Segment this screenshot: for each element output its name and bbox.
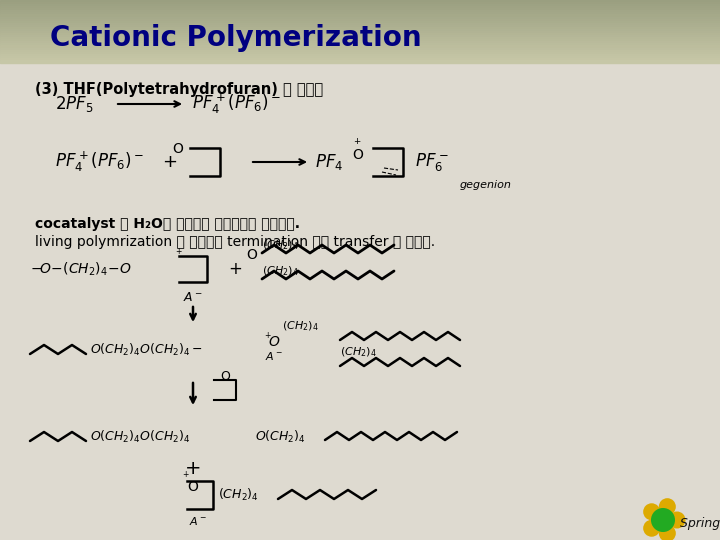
Bar: [0, 10, 720, 13]
Bar: [0, 58, 720, 60]
Bar: [0, 50, 720, 52]
Bar: [0, 17, 720, 19]
Bar: [0, 2, 720, 5]
Bar: [0, 42, 720, 44]
Bar: [0, 0, 720, 3]
Text: O: O: [220, 369, 230, 382]
Text: Spring 2004: Spring 2004: [680, 516, 720, 530]
Text: $^+$: $^+$: [174, 247, 184, 257]
Text: O: O: [246, 248, 257, 262]
Point: [662, 502, 673, 511]
Bar: [0, 29, 720, 31]
Text: $PF_4^+(PF_6)^-$: $PF_4^+(PF_6)^-$: [192, 92, 281, 116]
Point: [646, 524, 657, 532]
Bar: [0, 60, 720, 63]
Text: $A^-$: $A^-$: [265, 350, 283, 362]
Text: $O$: $O$: [268, 335, 280, 349]
Bar: [0, 43, 720, 46]
Text: cocatalyst 로 H₂O가 존재하면 중합속도를 증가시킼.: cocatalyst 로 H₂O가 존재하면 중합속도를 증가시킼.: [35, 217, 300, 231]
Bar: [0, 35, 720, 38]
Bar: [0, 52, 720, 54]
Bar: [0, 37, 720, 40]
Point: [671, 516, 683, 524]
Text: +: +: [228, 260, 242, 278]
Bar: [0, 48, 720, 50]
Bar: [0, 18, 720, 21]
Text: $O(CH_2)_4O(CH_2)_4$: $O(CH_2)_4O(CH_2)_4$: [90, 429, 190, 445]
Bar: [0, 54, 720, 56]
Bar: [0, 23, 720, 25]
Bar: [0, 56, 720, 58]
Text: O: O: [173, 142, 184, 156]
Bar: [0, 27, 720, 30]
Text: O: O: [352, 148, 363, 162]
Text: $(CH_2)_4$: $(CH_2)_4$: [262, 264, 299, 278]
Text: $(CH_2)_4$: $(CH_2)_4$: [340, 345, 377, 359]
Point: [646, 508, 657, 516]
Bar: [0, 15, 720, 17]
Text: $O(CH_2)_4O(CH_2)_4-$: $O(CH_2)_4O(CH_2)_4-$: [90, 342, 203, 358]
Text: $-\!O\!-\!(CH_2)_4\!-\!O$: $-\!O\!-\!(CH_2)_4\!-\!O$: [30, 260, 132, 278]
Text: Cationic Polymerization: Cationic Polymerization: [50, 24, 422, 52]
Bar: [0, 12, 720, 15]
Text: $(CH_2)_4$: $(CH_2)_4$: [282, 319, 319, 333]
Text: $PF_4^+(PF_6)^-$: $PF_4^+(PF_6)^-$: [55, 150, 144, 174]
Bar: [0, 33, 720, 36]
Bar: [0, 21, 720, 23]
Text: $^+$: $^+$: [263, 331, 272, 341]
Bar: [0, 39, 720, 42]
Point: [662, 529, 673, 538]
Bar: [0, 62, 720, 540]
Text: $A^-$: $A^-$: [183, 291, 203, 304]
Text: +: +: [162, 153, 177, 171]
Bar: [0, 45, 720, 48]
Text: gegenion: gegenion: [460, 180, 512, 190]
Text: $^+$: $^+$: [352, 138, 362, 151]
Text: living polymrization 이 가능하나 termination 이나 transfer 도 일어남.: living polymrization 이 가능하나 termination …: [35, 235, 435, 249]
Text: $2PF_5$: $2PF_5$: [55, 94, 94, 114]
Text: $PF_4$: $PF_4$: [315, 152, 343, 172]
Text: $A^-$: $A^-$: [189, 515, 207, 527]
Text: (3) THF(Polytetrahydrofuran) 의 중합예: (3) THF(Polytetrahydrofuran) 의 중합예: [35, 82, 323, 97]
Text: $O(CH_2)_4$: $O(CH_2)_4$: [255, 429, 306, 445]
Text: $(CH_2)_4$: $(CH_2)_4$: [218, 487, 259, 503]
Bar: [0, 8, 720, 11]
Text: O: O: [188, 480, 199, 494]
Text: $PF_6^-$: $PF_6^-$: [415, 151, 449, 173]
Text: +: +: [185, 460, 202, 478]
Point: [657, 516, 669, 524]
Text: $^+$: $^+$: [181, 470, 191, 480]
Bar: [0, 4, 720, 6]
Bar: [0, 6, 720, 9]
Bar: [0, 25, 720, 28]
Text: $(CH_2)_4$: $(CH_2)_4$: [262, 238, 299, 252]
Bar: [0, 31, 720, 33]
